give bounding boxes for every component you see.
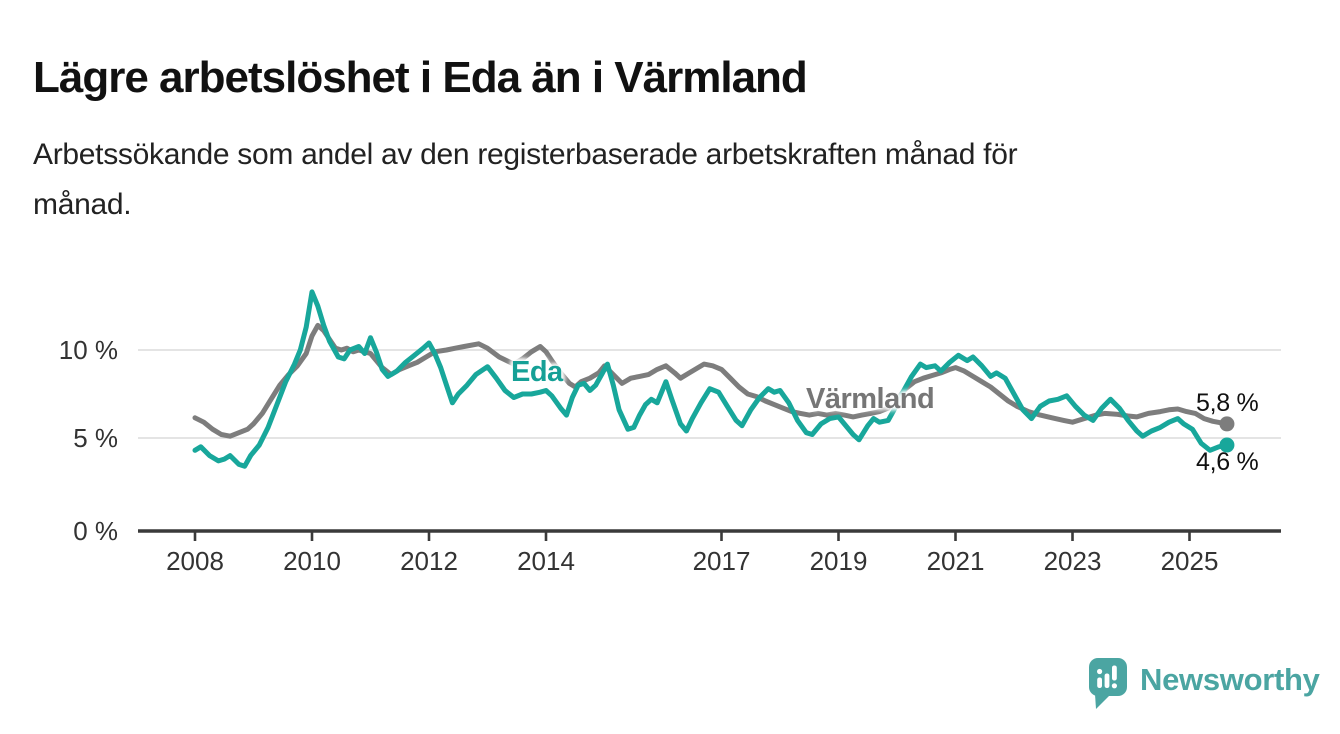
page-title: Lägre arbetslöshet i Eda än i Värmland	[33, 53, 808, 103]
newsworthy-wordmark: Newsworthy	[1140, 662, 1320, 697]
y-tick-label-5: 5 %	[73, 423, 118, 453]
x-tick-label-2023: 2023	[1044, 546, 1102, 576]
end-dot-eda	[1219, 437, 1235, 453]
subtitle-line-1: Arbetssökande som andel av den registerb…	[33, 138, 1018, 171]
series-label-eda: Eda	[511, 356, 563, 388]
line-series-värmland	[192, 322, 1230, 439]
x-tick-label-2019: 2019	[810, 546, 868, 576]
x-tick-label-2010: 2010	[283, 546, 341, 576]
series-label-varmland: Värmland	[806, 383, 935, 415]
end-dot-värmland	[1219, 416, 1235, 432]
x-tick-label-2008: 2008	[166, 546, 224, 576]
x-tick-label-2021: 2021	[927, 546, 985, 576]
y-tick-label-0: 0 %	[73, 516, 118, 546]
y-tick-label-10: 10 %	[59, 335, 118, 365]
newsworthy-brand: Newsworthy	[1088, 656, 1320, 712]
end-value-label-eda: 4,6 %	[1196, 448, 1259, 476]
x-tick-label-2014: 2014	[517, 546, 575, 576]
x-tick-label-2012: 2012	[400, 546, 458, 576]
chart-subtitle: Arbetssökande som andel av den registerb…	[33, 130, 1273, 230]
x-tick-label-2025: 2025	[1161, 546, 1219, 576]
x-tick-label-2017: 2017	[693, 546, 751, 576]
line-series-eda	[192, 289, 1230, 469]
newsworthy-logo-icon	[1089, 658, 1127, 709]
subtitle-line-2: månad.	[33, 188, 132, 221]
end-value-label-varmland: 5,8 %	[1196, 389, 1259, 417]
